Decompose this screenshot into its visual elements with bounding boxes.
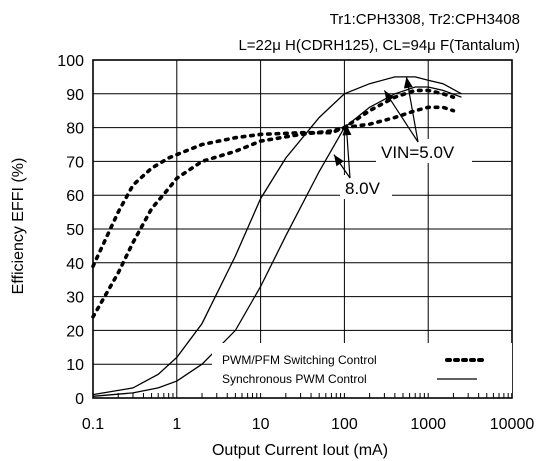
vin-label-box [376,139,472,163]
x-tick-label: 10000 [490,416,535,433]
series-sync-pwm-5-0v [92,76,462,396]
x-tick-label: 0.1 [82,416,104,433]
x-tick-label: 1 [172,416,181,433]
y-tick-label: 70 [66,154,84,171]
y-tick-label: 20 [66,323,84,340]
y-tick-label: 80 [66,121,84,138]
x-axis-label: Output Current Iout (mA) [212,442,388,459]
annotation-arrows [333,76,419,179]
x-tick-label: 10 [252,416,270,433]
series-sync-pwm-8-0v [92,86,462,397]
vin-arrow-solid-head [403,76,413,89]
annotation-parts: Tr1:CPH3308, Tr2:CPH3408 [330,11,520,28]
legend-entry-pwm-pfm: PWM/PFM Switching Control [222,353,377,367]
y-tick-label: 50 [66,222,84,239]
y-tick-label: 30 [66,290,84,307]
series-pwm-pfm-8-0v [91,105,456,319]
series-layer [91,76,462,397]
series-pwm-pfm-5-0v [91,88,456,269]
plot-frame [92,59,513,399]
vin-arrow-dotted-head [384,90,395,103]
vin-label-2-box [340,175,392,199]
legend-entry-sync-pwm: Synchronous PWM Control [222,372,367,386]
y-tick-label: 100 [57,53,84,70]
vin2-arrow-solid-head [333,154,344,167]
x-tick-label: 100 [331,416,358,433]
vin-label-2: 8.0V [345,179,381,198]
y-tick-label: 40 [66,256,84,273]
axes-layer: 0 10 20 30 40 50 60 70 80 90 100 0.1 1 10 100 1000 10000 [57,53,534,433]
x-tick-label: 1000 [410,416,446,433]
y-tick-label: 10 [66,357,84,374]
y-tick-label: 90 [66,87,84,104]
y-tick-label: 60 [66,188,84,205]
vin-arrow-solid [405,76,419,143]
legend-box [212,343,512,393]
legend: PWM/PFM Switching Control Synchronous PW… [212,343,512,393]
vin-label: VIN=5.0V [381,143,455,162]
vin2-arrow-dotted-head [342,124,352,136]
y-axis-label: Efficiency EFFI (%) [10,158,27,295]
y-tick-label: 0 [75,391,84,408]
annotation-components: L=22μ H(CDRH125), CL=94μ F(Tantalum) [238,37,520,54]
